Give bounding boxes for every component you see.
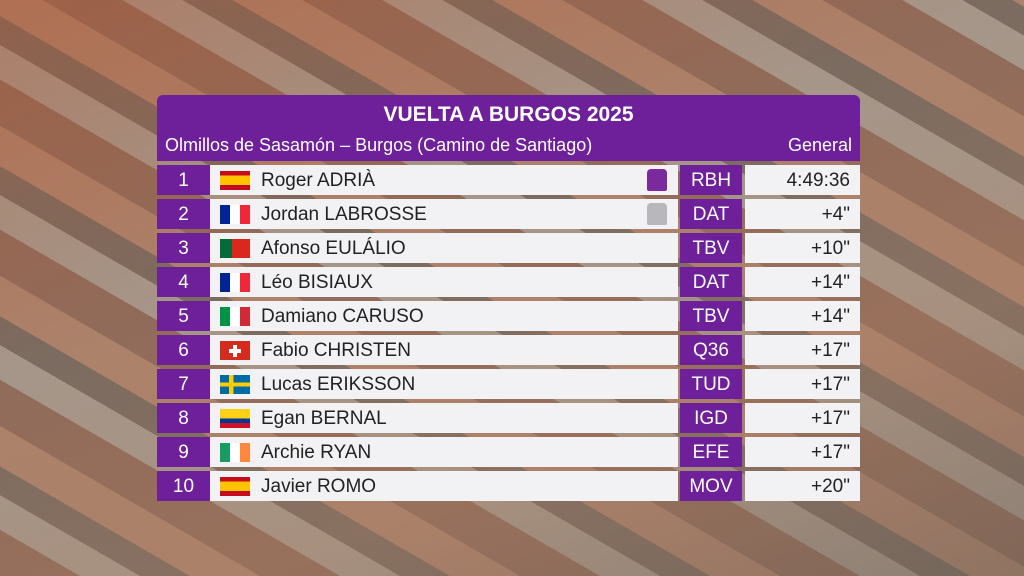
rider-cell: Lucas ERIKSSON (210, 369, 678, 399)
rider-name: Roger ADRIÀ (261, 170, 376, 191)
rider-name: Archie RYAN (261, 442, 372, 463)
position: 5 (157, 301, 210, 331)
rider-name: Fabio CHRISTEN (261, 340, 411, 361)
flag-icon (220, 409, 250, 428)
time-gap: +17" (811, 374, 850, 395)
rows: 1 Roger ADRIÀ RBH 4:49:36 2 Jordan LABROSSE DA… (157, 165, 860, 501)
position: 6 (157, 335, 210, 365)
rider-name: Damiano CARUSO (261, 306, 424, 327)
rider-name: Javier ROMO (261, 476, 377, 497)
rider-cell: Fabio CHRISTEN (210, 335, 678, 365)
flag-icon (220, 375, 250, 394)
team-code: DAT (680, 199, 742, 229)
rider-name: Egan BERNAL (261, 408, 387, 429)
time-cell: +17" (745, 369, 860, 399)
position: 8 (157, 403, 210, 433)
position: 9 (157, 437, 210, 467)
rider-name: Lucas ERIKSSON (261, 374, 416, 395)
standings-panel: VUELTA A BURGOS 2025 Olmillos de Sasamón… (157, 95, 860, 501)
time-gap: +4" (821, 204, 850, 225)
rider-cell: Damiano CARUSO (210, 301, 678, 331)
jersey-icon (647, 169, 667, 191)
time-cell: +17" (745, 403, 860, 433)
flag-icon (220, 477, 250, 496)
flag-icon (220, 239, 250, 258)
time-cell: +17" (745, 437, 860, 467)
team-code: TBV (680, 301, 742, 331)
rider-cell: Archie RYAN (210, 437, 678, 467)
position: 4 (157, 267, 210, 297)
rider-cell: Jordan LABROSSE (210, 199, 678, 229)
team-code: DAT (680, 267, 742, 297)
rider-name: Afonso EULÁLIO (261, 238, 406, 259)
team-code: IGD (680, 403, 742, 433)
time-gap: 4:49:36 (786, 170, 850, 191)
subtitle: Olmillos de Sasamón – Burgos (Camino de … (165, 135, 593, 155)
standing-row: 9 Archie RYAN EFE +17" (157, 437, 860, 467)
rider-cell: Léo BISIAUX (210, 267, 678, 297)
position: 10 (157, 471, 210, 501)
time-cell: +14" (745, 301, 860, 331)
position: 7 (157, 369, 210, 399)
time-cell: +14" (745, 267, 860, 297)
time-cell: +20" (745, 471, 860, 501)
flag-icon (220, 443, 250, 462)
jersey-icon (647, 203, 667, 225)
position: 2 (157, 199, 210, 229)
team-code: MOV (680, 471, 742, 501)
position: 1 (157, 165, 210, 195)
team-code: Q36 (680, 335, 742, 365)
flag-icon (220, 171, 250, 190)
flag-icon (220, 341, 250, 360)
standing-row: 1 Roger ADRIÀ RBH 4:49:36 (157, 165, 860, 195)
rider-cell: Afonso EULÁLIO (210, 233, 678, 263)
time-gap: +10" (811, 238, 850, 259)
flag-icon (220, 205, 250, 224)
standing-row: 2 Jordan LABROSSE DAT +4" (157, 199, 860, 229)
standing-row: 3 Afonso EULÁLIO TBV +10" (157, 233, 860, 263)
rider-cell: Egan BERNAL (210, 403, 678, 433)
flag-icon (220, 273, 250, 292)
column-label: General (787, 135, 852, 155)
standing-row: 5 Damiano CARUSO TBV +14" (157, 301, 860, 331)
time-gap: +14" (811, 306, 850, 327)
standing-row: 8 Egan BERNAL IGD +17" (157, 403, 860, 433)
time-gap: +14" (811, 272, 850, 293)
subtitle-bar: Olmillos de Sasamón – Burgos (Camino de … (157, 131, 860, 161)
time-gap: +17" (811, 408, 850, 429)
standing-row: 4 Léo BISIAUX DAT +14" (157, 267, 860, 297)
time-cell: +4" (745, 199, 860, 229)
time-cell: 4:49:36 (745, 165, 860, 195)
team-code: RBH (680, 165, 742, 195)
team-code: EFE (680, 437, 742, 467)
rider-name: Jordan LABROSSE (261, 204, 427, 225)
team-code: TBV (680, 233, 742, 263)
position: 3 (157, 233, 210, 263)
time-gap: +17" (811, 442, 850, 463)
flag-icon (220, 307, 250, 326)
rider-cell: Roger ADRIÀ (210, 165, 678, 195)
time-gap: +20" (811, 476, 850, 497)
standing-row: 10 Javier ROMO MOV +20" (157, 471, 860, 501)
title: VUELTA A BURGOS 2025 (157, 95, 860, 131)
rider-cell: Javier ROMO (210, 471, 678, 501)
time-cell: +10" (745, 233, 860, 263)
standing-row: 7 Lucas ERIKSSON TUD +17" (157, 369, 860, 399)
standing-row: 6 Fabio CHRISTEN Q36 +17" (157, 335, 860, 365)
team-code: TUD (680, 369, 742, 399)
rider-name: Léo BISIAUX (261, 272, 373, 293)
time-cell: +17" (745, 335, 860, 365)
time-gap: +17" (811, 340, 850, 361)
